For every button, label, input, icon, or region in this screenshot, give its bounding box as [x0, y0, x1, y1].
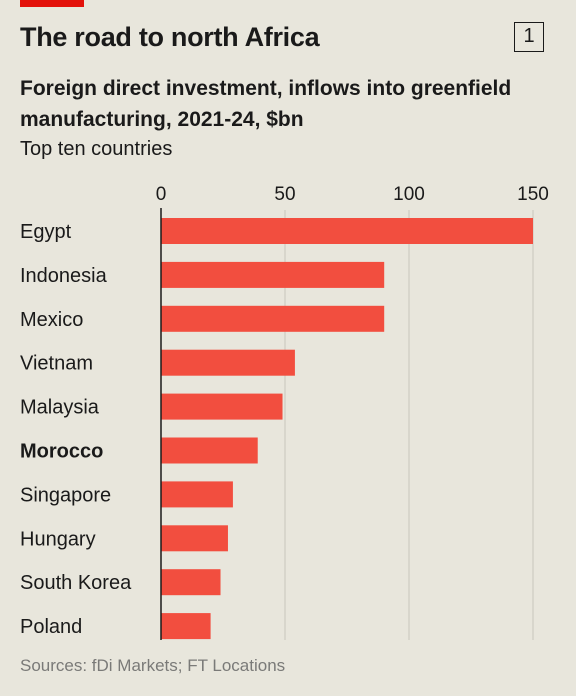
brand-tag: [20, 0, 84, 7]
bar: [161, 525, 228, 552]
x-tick-label: 50: [274, 184, 295, 205]
chart-number-badge: 1: [514, 22, 544, 52]
x-tick-label: 100: [393, 184, 425, 205]
bar: [161, 569, 221, 596]
bar: [161, 437, 258, 464]
source-note: Sources: fDi Markets; FT Locations: [20, 656, 286, 675]
x-tick-label: 150: [517, 184, 549, 205]
bar: [161, 613, 211, 640]
y-category-label: Malaysia: [20, 397, 100, 419]
bar: [161, 393, 283, 420]
y-category-label: Vietnam: [20, 353, 93, 375]
bar-chart: 0 50 100 150 Egypt Indonesia Mexico Vietnam Mala…: [20, 184, 549, 640]
bar: [161, 218, 533, 244]
y-category-label: Hungary: [20, 528, 96, 550]
x-tick-label: 0: [156, 184, 167, 205]
y-category-label: Indonesia: [20, 265, 108, 287]
bar: [161, 305, 385, 332]
chart-subtitle: Foreign direct investment, inflows into …: [20, 77, 512, 131]
y-category-label: Singapore: [20, 484, 111, 506]
bar: [161, 349, 295, 376]
y-category-label: South Korea: [20, 572, 132, 594]
y-category-label: Morocco: [20, 441, 103, 463]
y-category-label: Poland: [20, 616, 82, 638]
bar: [161, 261, 385, 288]
chart-subtitle-secondary: Top ten countries: [20, 138, 173, 160]
y-category-label: Egypt: [20, 221, 72, 243]
chart-title: The road to north Africa: [20, 22, 320, 52]
y-category-label: Mexico: [20, 309, 83, 331]
bar: [161, 481, 233, 508]
